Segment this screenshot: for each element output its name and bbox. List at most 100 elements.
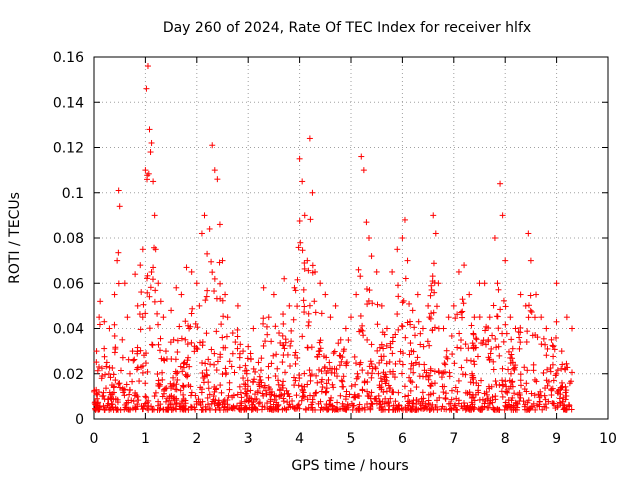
data-point: [181, 359, 188, 366]
data-point: [364, 378, 371, 385]
data-point: [204, 287, 211, 294]
data-point: [267, 398, 274, 405]
data-point: [548, 392, 555, 399]
data-point: [308, 401, 315, 408]
data-point: [219, 334, 226, 341]
data-point: [387, 395, 394, 402]
data-point: [336, 406, 343, 413]
data-point: [126, 370, 133, 377]
data-point: [442, 394, 449, 401]
data-point: [377, 401, 384, 408]
data-point: [507, 370, 514, 377]
data-point: [272, 373, 279, 380]
data-point: [179, 368, 186, 375]
data-point: [273, 393, 280, 400]
data-point: [376, 359, 383, 366]
data-point: [251, 404, 258, 411]
data-point: [356, 328, 363, 335]
data-point: [532, 406, 539, 413]
data-point: [375, 370, 382, 377]
data-point: [469, 340, 476, 347]
data-point: [561, 402, 568, 409]
data-point: [172, 386, 179, 393]
data-point: [484, 395, 491, 402]
data-point: [203, 293, 210, 300]
data-point: [94, 367, 101, 374]
data-point: [342, 406, 349, 413]
data-point: [226, 358, 233, 365]
x-tick-label: 4: [295, 431, 304, 447]
data-point: [568, 378, 575, 385]
data-point: [106, 325, 113, 332]
data-point: [409, 400, 416, 407]
data-point: [538, 314, 545, 321]
data-point: [130, 357, 137, 364]
data-point: [202, 360, 209, 367]
x-tick-label: 6: [398, 431, 407, 447]
data-point: [247, 356, 254, 363]
data-point: [275, 381, 282, 388]
data-point: [313, 389, 320, 396]
data-point: [359, 387, 366, 394]
data-point: [366, 287, 373, 294]
data-point: [162, 385, 169, 392]
data-point: [211, 167, 218, 174]
data-point: [493, 381, 500, 388]
data-point: [116, 203, 123, 210]
data-point: [368, 374, 375, 381]
data-point: [305, 322, 312, 329]
data-point: [306, 135, 313, 142]
data-point: [488, 345, 495, 352]
data-point: [129, 405, 136, 412]
data-point: [152, 287, 159, 294]
data-point: [550, 377, 557, 384]
data-point: [147, 284, 154, 291]
data-point: [353, 291, 360, 298]
y-tick-label: 0.08: [53, 231, 84, 247]
data-point: [391, 374, 398, 381]
data-point: [533, 378, 540, 385]
data-point: [231, 369, 238, 376]
x-tick-label: 2: [192, 431, 201, 447]
data-point: [412, 359, 419, 366]
data-point: [429, 401, 436, 408]
data-point: [272, 323, 279, 330]
data-point: [392, 360, 399, 367]
data-point: [264, 400, 271, 407]
data-point: [399, 235, 406, 241]
data-point: [284, 351, 291, 358]
data-point: [276, 330, 283, 337]
data-point: [463, 357, 470, 364]
data-point: [138, 289, 145, 296]
data-point: [543, 377, 550, 384]
data-point: [431, 289, 438, 296]
y-tick-label: 0.04: [53, 322, 84, 338]
data-point: [329, 381, 336, 388]
data-point: [530, 400, 537, 407]
data-point: [395, 389, 402, 396]
data-point: [431, 368, 438, 375]
data-point: [135, 397, 142, 404]
data-point: [382, 380, 389, 387]
data-point: [266, 385, 273, 392]
data-point: [401, 383, 408, 390]
data-point: [259, 390, 266, 397]
data-point: [134, 393, 141, 400]
data-point: [343, 388, 350, 395]
data-point: [543, 352, 550, 359]
y-tick-label: 0.1: [62, 186, 84, 202]
data-point: [151, 393, 158, 400]
x-tick-label: 3: [244, 431, 253, 447]
data-point: [132, 389, 139, 396]
data-point: [307, 377, 314, 384]
data-point: [155, 280, 162, 287]
data-point: [338, 358, 345, 365]
data-point: [449, 351, 456, 358]
data-point: [538, 341, 545, 348]
data-point: [309, 262, 316, 269]
data-point: [525, 230, 532, 237]
data-point: [260, 284, 267, 291]
data-point: [368, 341, 375, 348]
data-point: [523, 406, 530, 413]
data-point: [419, 373, 426, 380]
